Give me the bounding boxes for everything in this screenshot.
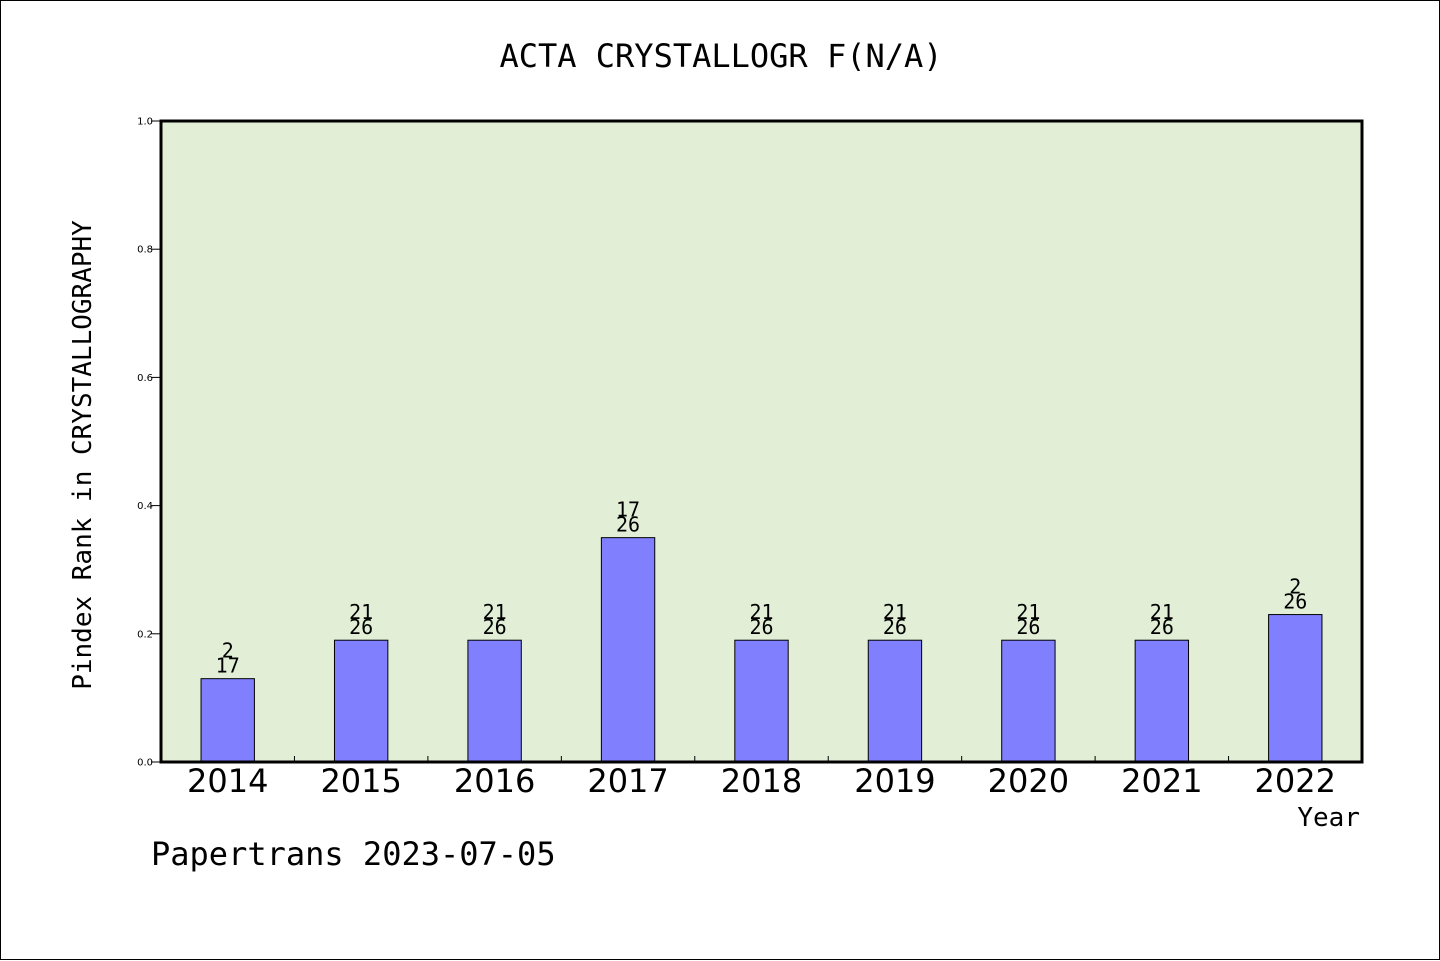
bar-total-label: 26 (483, 615, 507, 639)
y-tick-label: 0.0 (137, 758, 153, 769)
bars (200, 537, 1323, 763)
y-tick-label: 0.4 (137, 501, 153, 512)
y-axis-ticks: 0.0 0.2 0.4 0.6 0.8 1.0 (137, 117, 161, 769)
y-tick-label: 0.2 (137, 629, 153, 640)
bar-rank-label: 21 (1016, 600, 1040, 624)
y-tick-label: 1.0 (137, 117, 153, 128)
bar-total-label: 26 (616, 513, 640, 537)
bar-rank-label: 2 (1289, 575, 1301, 599)
bar-rank-label: 17 (616, 498, 640, 522)
y-tick-label: 0.6 (137, 373, 153, 384)
x-tick-label: 2019 (854, 762, 935, 800)
bar-2014 (200, 678, 255, 763)
x-tick-label: 2020 (988, 762, 1069, 800)
bar-rank-label: 21 (883, 600, 907, 624)
bar-total-label: 26 (749, 615, 773, 639)
bar-2016 (467, 639, 522, 763)
x-tick-label: 2014 (187, 762, 268, 800)
x-axis-ticks: 2014 2015 2016 2017 2018 2019 2020 2021 2022 (187, 756, 1336, 800)
bar-2021 (1134, 639, 1190, 763)
bar-total-label: 26 (1016, 615, 1040, 639)
bar-2019 (867, 639, 923, 763)
x-tick-label: 2017 (587, 762, 668, 800)
bar-2018 (734, 639, 789, 763)
bar-2017 (600, 537, 656, 763)
x-tick-label: 2021 (1121, 762, 1202, 800)
plot-border (159, 119, 1364, 764)
x-axis-label: Year (1297, 803, 1360, 833)
bar-2020 (1001, 639, 1056, 763)
bar-total-label: 17 (216, 654, 240, 678)
y-tick-label: 0.8 (137, 245, 153, 256)
bar-rank-label: 2 (222, 639, 234, 663)
bar-total-label: 26 (883, 615, 907, 639)
x-tick-label: 2022 (1255, 762, 1336, 800)
bar-rank-label: 21 (483, 600, 507, 624)
bar-rank-label: 21 (349, 600, 373, 624)
chart-title: ACTA CRYSTALLOGR F(N/A) (499, 37, 942, 75)
x-tick-label: 2018 (721, 762, 802, 800)
bar-total-label: 26 (1150, 615, 1174, 639)
bar-total-label: 26 (349, 615, 373, 639)
y-axis-label: Pindex Rank in CRYSTALLOGRAPHY (68, 220, 98, 690)
bar-2015 (333, 639, 389, 763)
bar-2022 (1268, 614, 1323, 763)
footer-credit: Papertrans 2023-07-05 (151, 835, 556, 873)
bar-total-label: 26 (1283, 590, 1307, 614)
x-tick-label: 2016 (454, 762, 535, 800)
x-tick-label: 2015 (320, 762, 401, 800)
bar-rank-label: 21 (1150, 600, 1174, 624)
bar-rank-label: 21 (749, 600, 773, 624)
